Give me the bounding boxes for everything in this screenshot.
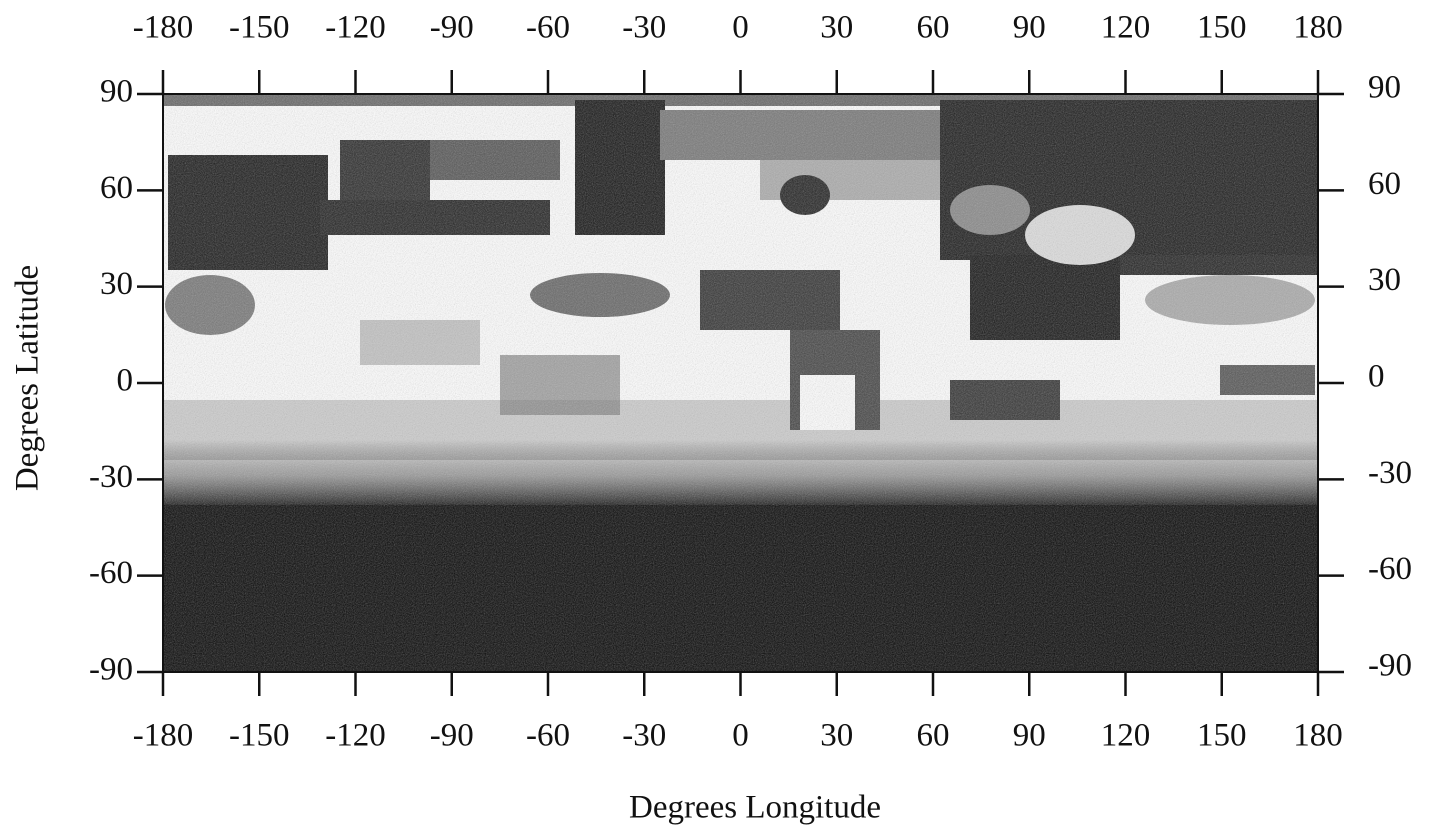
map-raster	[163, 94, 1318, 672]
x-tick-label-top: 60	[917, 10, 950, 46]
x-axis-label: Degrees Longitude	[629, 790, 881, 826]
y-tick-label-right: -90	[1368, 648, 1412, 684]
x-tick-label-bottom: -120	[325, 718, 386, 754]
x-tick-label-top: -150	[229, 10, 290, 46]
x-tick-label-bottom: 30	[820, 718, 853, 754]
y-tick-label-left: 90	[100, 74, 133, 110]
y-tick-label-right: -60	[1368, 551, 1412, 587]
y-tick-label-right: -30	[1368, 455, 1412, 491]
y-tick-label-left: 30	[100, 266, 133, 302]
x-tick-label-bottom: -150	[229, 718, 290, 754]
y-tick-label-right: 90	[1368, 70, 1401, 106]
x-tick-label-top: 90	[1013, 10, 1046, 46]
x-tick-label-top: -30	[622, 10, 666, 46]
y-tick-label-right: 30	[1368, 262, 1401, 298]
y-tick-label-left: -30	[89, 459, 133, 495]
x-tick-label-bottom: 120	[1101, 718, 1151, 754]
x-tick-label-bottom: 90	[1013, 718, 1046, 754]
y-tick-label-right: 60	[1368, 166, 1401, 202]
y-tick-label-left: -60	[89, 555, 133, 591]
x-tick-label-bottom: -180	[133, 718, 194, 754]
x-tick-label-top: -90	[430, 10, 474, 46]
x-tick-label-bottom: -90	[430, 718, 474, 754]
x-tick-label-bottom: 150	[1197, 718, 1247, 754]
x-tick-label-bottom: -30	[622, 718, 666, 754]
x-tick-label-top: -60	[526, 10, 570, 46]
x-tick-label-bottom: 0	[732, 718, 749, 754]
x-tick-label-top: 150	[1197, 10, 1247, 46]
y-tick-label-right: 0	[1368, 359, 1385, 395]
x-tick-label-bottom: -60	[526, 718, 570, 754]
x-tick-label-top: 120	[1101, 10, 1151, 46]
y-tick-label-left: -90	[89, 652, 133, 688]
x-tick-label-top: 180	[1293, 10, 1343, 46]
x-tick-label-top: 30	[820, 10, 853, 46]
x-tick-label-top: -120	[325, 10, 386, 46]
x-tick-label-top: -180	[133, 10, 194, 46]
x-tick-label-bottom: 180	[1293, 718, 1343, 754]
y-tick-label-left: 60	[100, 170, 133, 206]
y-axis-label: Degrees Latitude	[10, 265, 46, 491]
x-tick-label-bottom: 60	[917, 718, 950, 754]
x-tick-label-top: 0	[732, 10, 749, 46]
y-tick-label-left: 0	[117, 363, 134, 399]
